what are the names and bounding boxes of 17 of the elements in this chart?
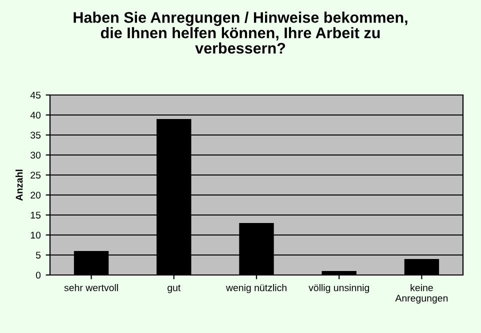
y-tick-label: 5 (36, 252, 41, 259)
x-tick-label: völlig unsinnig (308, 284, 370, 294)
x-tick-label: wenig nützlich (226, 284, 286, 294)
y-tick-label: 40 (30, 112, 41, 119)
y-tick-label: 25 (30, 172, 41, 179)
y-tick-label: 35 (30, 132, 41, 139)
y-tick-label: 45 (30, 92, 41, 99)
y-tick-label: 15 (30, 212, 41, 219)
x-tick-label: keine Anregungen (395, 284, 448, 304)
y-axis-title: Anzahl (16, 170, 23, 201)
x-tick-label: sehr wertvoll (64, 284, 118, 292)
y-tick-label: 30 (30, 152, 41, 159)
y-tick-label: 10 (30, 232, 41, 239)
chart-title: Haben Sie Anregungen / Hinweise bekommen, die Ihnen helfen können, Ihre Arbeit zu verbessern? (74, 12, 408, 54)
x-tick-label: gut (168, 284, 181, 294)
y-tick-label: 20 (30, 192, 41, 199)
y-tick-label: 0 (36, 272, 41, 279)
